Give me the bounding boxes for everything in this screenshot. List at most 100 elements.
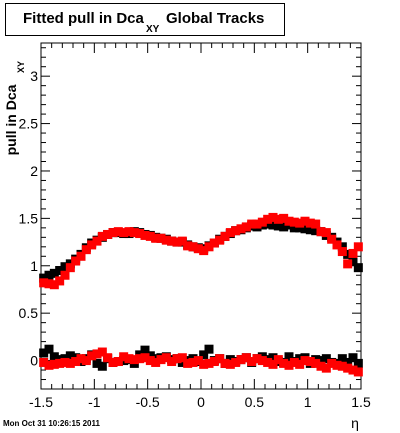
data-point [321, 363, 331, 373]
data-point [44, 270, 54, 280]
data-point [321, 228, 331, 238]
data-point [167, 357, 177, 367]
data-point [44, 279, 54, 289]
data-point [129, 228, 139, 238]
x-tick-label: -1 [88, 394, 101, 410]
x-tick-label: 0 [197, 394, 205, 410]
data-point [257, 217, 267, 227]
data-point [209, 357, 219, 367]
y-tick-label: 3 [30, 68, 38, 84]
data-point [140, 230, 150, 240]
data-point [161, 235, 171, 245]
data-point [55, 358, 65, 368]
data-point [305, 218, 315, 228]
data-point [220, 231, 230, 241]
data-point [145, 231, 155, 241]
data-point [204, 344, 214, 354]
data-point [65, 263, 75, 273]
data-point [113, 227, 123, 237]
data-point [247, 219, 257, 229]
data-point [268, 353, 278, 363]
x-tick-label: -1.5 [29, 394, 53, 410]
data-point [311, 219, 321, 229]
data-point [97, 347, 107, 357]
data-point [183, 358, 193, 368]
data-point [49, 280, 59, 290]
data-point [161, 353, 171, 363]
data-point [295, 218, 305, 228]
x-axis-label: η [351, 415, 359, 431]
data-point [284, 360, 294, 370]
data-point [119, 228, 129, 238]
data-point [348, 365, 358, 375]
chart-title-suffix: Global Tracks [166, 10, 265, 27]
data-point [348, 353, 358, 363]
data-point [193, 356, 203, 366]
data-point [225, 228, 235, 238]
y-tick-label: 1 [30, 258, 38, 274]
data-point [129, 355, 139, 365]
y-tick-label: 1.5 [19, 210, 39, 226]
data-point [87, 240, 97, 250]
x-tick-label: 1 [304, 394, 312, 410]
data-point [172, 354, 182, 364]
data-point [177, 353, 187, 363]
y-axis-label-main: pull in Dca [3, 84, 19, 155]
data-point [92, 236, 102, 246]
data-point [305, 357, 315, 367]
data-point [215, 235, 225, 245]
data-point [295, 354, 305, 364]
data-point [103, 353, 113, 363]
data-point [353, 263, 363, 273]
data-point [199, 246, 209, 256]
data-point [65, 358, 75, 368]
data-point [321, 354, 331, 364]
data-point [188, 357, 198, 367]
data-point [172, 237, 182, 247]
data-point [295, 359, 305, 369]
data-point [103, 229, 113, 239]
data-point [199, 350, 209, 360]
chart-title-box: Fitted pull in Dca XY Global Tracks [5, 3, 285, 36]
data-point [337, 361, 347, 371]
data-point [289, 357, 299, 367]
tick-labels: -1.5 -1 -0.5 0 0.5 1 1.5 0 0.5 1 1.5 2 2.5 3 [19, 68, 371, 410]
data-point [311, 358, 321, 368]
data-point [332, 240, 342, 250]
data-point [97, 361, 107, 371]
data-point [236, 224, 246, 234]
data-point [49, 359, 59, 369]
data-point [39, 278, 49, 288]
data-point [108, 228, 118, 238]
data-point [337, 354, 347, 364]
data-point [300, 216, 310, 226]
data-point [241, 222, 251, 232]
data-point [156, 355, 166, 365]
data-point [156, 233, 166, 243]
data-point [81, 356, 91, 366]
y-tick-label: 0.5 [19, 305, 39, 321]
data-point [241, 353, 251, 363]
data-point [332, 360, 342, 370]
data-point [71, 256, 81, 266]
data-point [145, 351, 155, 361]
data-point [124, 227, 134, 237]
data-point [140, 345, 150, 355]
data-point [215, 354, 225, 364]
data-point [60, 262, 70, 272]
data-point [263, 219, 273, 229]
data-point [108, 357, 118, 367]
data-point [76, 354, 86, 364]
data-point [204, 242, 214, 252]
data-point [273, 355, 283, 365]
data-point [316, 227, 326, 237]
data-point [327, 358, 337, 368]
data-point [337, 247, 347, 257]
data-point [145, 356, 155, 366]
data-point [193, 244, 203, 254]
data-point [183, 241, 193, 251]
data-point [316, 361, 326, 371]
data-point [327, 234, 337, 244]
data-point [247, 357, 257, 367]
data-point [188, 242, 198, 252]
